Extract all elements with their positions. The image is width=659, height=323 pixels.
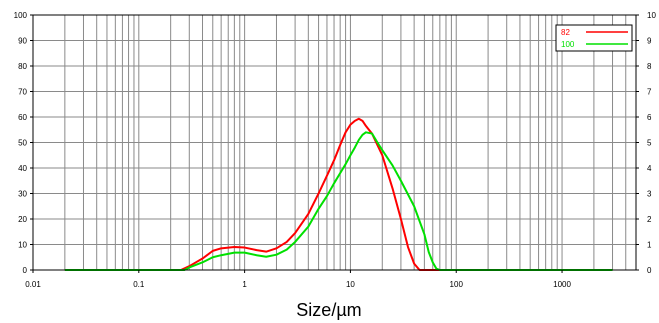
series-line-100 xyxy=(64,131,613,271)
y2-tick-label: 8 xyxy=(647,62,652,71)
y-tick-label: 60 xyxy=(18,113,27,122)
y2-tick-label: 2 xyxy=(647,215,652,224)
y2-tick-label: 9 xyxy=(647,37,652,46)
y-axis: 0 10 20 30 40 50 60 70 80 90 100 xyxy=(14,11,33,275)
y-tick-label: 10 xyxy=(18,241,27,250)
y2-tick-label: 0 xyxy=(647,266,652,275)
x-axis-label: Size/µm xyxy=(296,300,361,320)
x-tick-label: 0.01 xyxy=(25,280,41,289)
y-tick-label: 40 xyxy=(18,164,27,173)
x-tick-label: 1000 xyxy=(553,280,571,289)
y-tick-label: 0 xyxy=(23,266,28,275)
legend-label-100: 100 xyxy=(561,40,575,49)
legend-label-82: 82 xyxy=(561,28,570,37)
y2-tick-label: 7 xyxy=(647,88,652,97)
y-tick-label: 100 xyxy=(14,11,28,20)
y-tick-label: 80 xyxy=(18,62,27,71)
y2-tick-label: 1 xyxy=(647,241,652,250)
y-tick-label: 30 xyxy=(18,190,27,199)
x-tick-label: 1 xyxy=(242,280,247,289)
y2-axis: 0 1 2 3 4 5 6 7 8 9 10 xyxy=(636,11,656,275)
x-axis: 0.01 0.1 1 10 100 1000 xyxy=(25,270,571,289)
series-layer xyxy=(64,117,613,271)
y-tick-label: 70 xyxy=(18,88,27,97)
y2-tick-label: 6 xyxy=(647,113,652,122)
y2-tick-label: 3 xyxy=(647,190,652,199)
series-line-82 xyxy=(64,117,613,271)
y-tick-label: 90 xyxy=(18,37,27,46)
grid xyxy=(32,14,637,271)
y2-tick-label: 10 xyxy=(647,11,656,20)
x-tick-label: 100 xyxy=(450,280,464,289)
x-tick-label: 10 xyxy=(346,280,355,289)
y2-tick-label: 5 xyxy=(647,139,652,148)
legend-box xyxy=(555,24,633,52)
y-tick-label: 20 xyxy=(18,215,27,224)
x-tick-label: 0.1 xyxy=(133,280,145,289)
y2-tick-label: 4 xyxy=(647,164,652,173)
y-tick-label: 50 xyxy=(18,139,27,148)
